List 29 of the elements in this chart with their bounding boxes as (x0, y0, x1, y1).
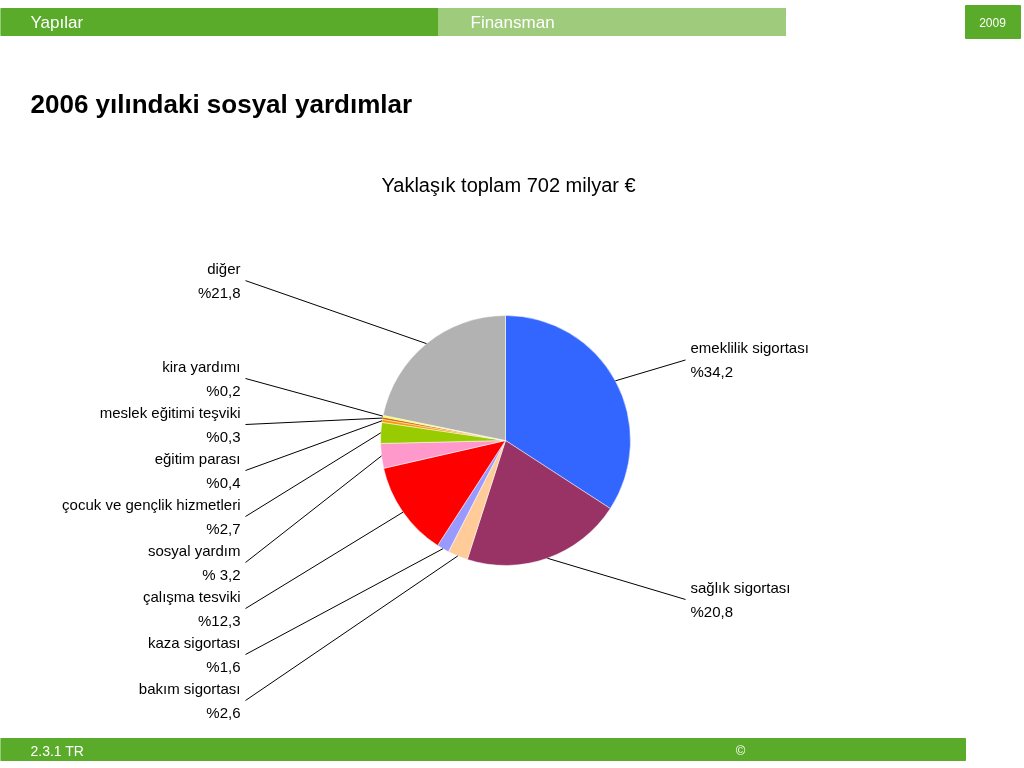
slice-label: sağlık sigortası (690, 578, 791, 596)
slice-label: bakım sigortası (138, 680, 241, 697)
slice-label: çalışma tesviki (142, 588, 241, 605)
data-label: %0,4 (206, 474, 241, 491)
slice-label: diğer (207, 260, 241, 278)
slice-label: çocuk ve gençlik hizmetleri (62, 496, 241, 513)
data-label: %34,2 (690, 363, 734, 381)
data-label: %21,8 (197, 284, 241, 302)
data-label: %20,8 (690, 602, 734, 620)
slice-label: kira yardımı (162, 358, 241, 375)
data-label: %2,7 (206, 520, 241, 537)
data-label: %12,3 (197, 612, 241, 629)
slice-label: sosyal yardım (147, 542, 241, 559)
chart-subtitle: Yaklaşık toplam 702 milyar € (381, 173, 636, 196)
text: 2009 (979, 16, 1007, 30)
chart-title: 2006 yılındaki sosyal yardımlar (30, 88, 413, 119)
data-label: %0,2 (206, 382, 241, 399)
text: Finansman (470, 13, 555, 32)
text: Yapılar (30, 13, 84, 32)
text: 2.3.1 TR (30, 742, 84, 759)
slice-label: kaza sigortası (147, 634, 241, 651)
slice-label: emeklilik sigortası (690, 339, 809, 357)
data-label: % 3,2 (202, 566, 241, 583)
data-label: %2,6 (206, 704, 241, 721)
slice-label: eğitim parası (154, 450, 241, 467)
data-label: %1,6 (206, 658, 241, 675)
slice-label: meslek eğitimi teşviki (99, 404, 241, 421)
text: © (735, 743, 746, 758)
data-label: %0,3 (206, 428, 241, 445)
